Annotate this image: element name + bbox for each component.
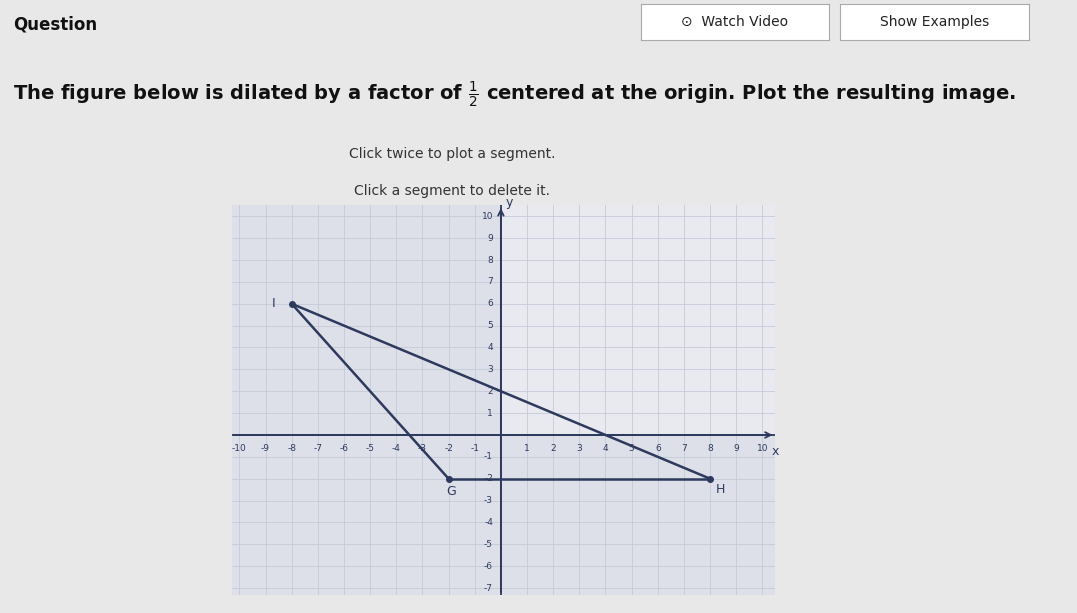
Text: -6: -6: [339, 444, 349, 453]
Text: 1: 1: [524, 444, 530, 453]
Text: -2: -2: [485, 474, 493, 483]
Text: -7: -7: [484, 584, 493, 593]
Text: -7: -7: [313, 444, 322, 453]
Text: 10: 10: [757, 444, 768, 453]
Text: y: y: [506, 196, 514, 208]
Text: -9: -9: [261, 444, 270, 453]
Text: 7: 7: [681, 444, 687, 453]
Text: Click a segment to delete it.: Click a segment to delete it.: [354, 184, 550, 198]
Text: -5: -5: [365, 444, 375, 453]
Text: 6: 6: [655, 444, 660, 453]
Text: Click twice to plot a segment.: Click twice to plot a segment.: [349, 147, 556, 161]
Text: 8: 8: [487, 256, 493, 265]
Text: -8: -8: [288, 444, 296, 453]
Text: 9: 9: [487, 234, 493, 243]
Text: 9: 9: [733, 444, 739, 453]
Text: 3: 3: [576, 444, 583, 453]
Bar: [501, 205, 775, 435]
Text: -3: -3: [418, 444, 426, 453]
Text: 3: 3: [487, 365, 493, 374]
Text: -1: -1: [484, 452, 493, 462]
Text: 5: 5: [629, 444, 634, 453]
Text: 8: 8: [708, 444, 713, 453]
Text: I: I: [271, 297, 276, 310]
Text: 6: 6: [487, 299, 493, 308]
Text: -4: -4: [392, 444, 401, 453]
Text: Show Examples: Show Examples: [880, 15, 989, 29]
Text: 10: 10: [481, 211, 493, 221]
Text: 4: 4: [488, 343, 493, 352]
Text: -5: -5: [484, 540, 493, 549]
Text: x: x: [771, 445, 779, 458]
Text: -2: -2: [444, 444, 453, 453]
Text: Question: Question: [13, 15, 97, 33]
Text: H: H: [716, 483, 725, 496]
Text: -4: -4: [485, 518, 493, 527]
Text: 7: 7: [487, 278, 493, 286]
Text: 1: 1: [487, 409, 493, 417]
Text: ⊙  Watch Video: ⊙ Watch Video: [682, 15, 788, 29]
Text: 2: 2: [488, 387, 493, 396]
Text: -1: -1: [471, 444, 479, 453]
Text: 5: 5: [487, 321, 493, 330]
Text: -6: -6: [484, 562, 493, 571]
Text: 2: 2: [550, 444, 556, 453]
Text: -10: -10: [232, 444, 247, 453]
Text: -3: -3: [484, 496, 493, 505]
Text: G: G: [446, 485, 456, 498]
Text: 4: 4: [603, 444, 609, 453]
Text: The figure below is dilated by a factor of $\frac{1}{2}$ centered at the origin.: The figure below is dilated by a factor …: [13, 80, 1016, 110]
